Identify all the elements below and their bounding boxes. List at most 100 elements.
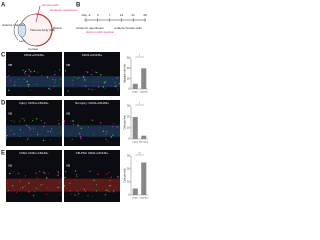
cell-signal: [27, 85, 30, 87]
cell-signal: [71, 138, 73, 140]
cell-signal: [42, 125, 45, 128]
label: Ischemic reperfusion: [50, 8, 78, 12]
cell-signal: [27, 137, 29, 139]
cell-signal: [105, 174, 107, 175]
cell-signal: [53, 73, 56, 76]
cell-signal: [117, 176, 119, 178]
cell-signal: [13, 171, 15, 172]
cell-signal: [83, 188, 86, 191]
retina-layer: [35, 13, 53, 47]
y-tick-label: 60: [127, 57, 130, 60]
cell-signal: [117, 88, 119, 90]
cell-signal: [32, 119, 34, 122]
cell-signal: [55, 79, 56, 81]
y-axis-label: Cells per field: [124, 168, 127, 183]
cell-signal: [69, 182, 71, 185]
cell-signal: [102, 130, 105, 132]
y-tick-label: 10: [127, 127, 130, 130]
cell-signal: [15, 173, 17, 175]
x-tick-label: No injury: [139, 141, 149, 144]
cell-signal: [99, 122, 102, 124]
cell-signal: [37, 178, 39, 179]
cell-signal: [57, 172, 60, 174]
panel-letter: A: [1, 3, 6, 9]
micrograph: [6, 52, 62, 96]
tissue-band: [6, 125, 62, 137]
cell-signal: [36, 83, 38, 85]
cell-signal: [89, 179, 91, 181]
panel-letter: D: [1, 101, 6, 107]
cell-signal: [95, 71, 97, 73]
cell-signal: [58, 119, 60, 121]
cell-signal: [97, 173, 99, 176]
cell-signal: [64, 70, 67, 72]
cell-signal: [14, 84, 16, 86]
cell-signal: [112, 78, 113, 80]
micrograph: [64, 100, 120, 146]
cell-signal: [100, 74, 102, 76]
day-label: 0: [97, 13, 99, 17]
figure: A Human cells Ischemic reperfusion Vitre…: [1, 3, 149, 202]
day-label: Day -2: [82, 13, 91, 17]
cell-signal: [114, 82, 116, 84]
cell-signal: [64, 120, 66, 122]
cell-signal: [33, 127, 35, 129]
cell-signal: [97, 76, 99, 78]
cell-signal: [8, 190, 10, 192]
cell-signal: [33, 70, 36, 73]
cell-signal: [79, 76, 81, 78]
image-label: Injury: CD31+CD146+: [19, 101, 49, 105]
cell-signal: [97, 173, 98, 174]
y-tick-label: 20: [127, 77, 130, 80]
cornea: [13, 19, 19, 41]
micrograph: [6, 150, 62, 202]
cell-signal: [66, 187, 68, 189]
cell-signal: [26, 138, 29, 140]
cell-signal: [93, 133, 95, 135]
cell-signal: [109, 180, 111, 182]
image-label: CB-PSC CD31+CD146+: [76, 151, 109, 155]
cell-signal: [25, 74, 27, 76]
cell-signal: [18, 85, 20, 87]
cell-signal: [22, 69, 24, 71]
cell-signal: [31, 135, 32, 137]
label: Vitreous body (VB): [30, 28, 55, 32]
cell-signal: [85, 71, 86, 72]
y-tick-label: 20: [127, 168, 130, 171]
cell-signal: [28, 191, 30, 193]
cell-signal: [36, 118, 38, 120]
y-tick-label: 40: [127, 67, 130, 70]
cell-signal: [23, 118, 25, 120]
cell-signal: [82, 74, 84, 76]
cell-signal: [50, 139, 52, 141]
cell-signal: [19, 129, 21, 131]
tissue-band: [64, 76, 120, 88]
event: Human cells injection: [86, 30, 115, 34]
cell-signal: [118, 82, 121, 85]
cell-signal: [73, 76, 75, 78]
cell-signal: [87, 194, 89, 197]
cell-signal: [48, 87, 50, 90]
cell-signal: [85, 85, 87, 87]
cell-signal: [72, 84, 74, 85]
cell-signal: [19, 181, 21, 183]
cell-signal: [6, 76, 8, 78]
cell-signal: [41, 75, 43, 76]
cell-signal: [113, 123, 115, 125]
y-axis-label: Migration rate (%): [124, 64, 127, 83]
cell-signal: [13, 133, 15, 135]
cell-signal: [95, 190, 97, 192]
cell-signal: [26, 80, 28, 83]
x-tick-label: Injury: [133, 141, 139, 144]
y-tick-label: 0: [128, 88, 130, 91]
cell-signal: [20, 188, 21, 190]
cell-signal: [68, 137, 69, 138]
lens: [17, 22, 27, 38]
cell-signal: [19, 180, 21, 181]
cell-signal: [63, 185, 66, 187]
cell-signal: [21, 186, 24, 189]
cell-signal: [54, 81, 56, 84]
panel-letter: B: [76, 3, 81, 9]
cell-signal: [45, 194, 47, 196]
cell-signal: [45, 177, 48, 179]
